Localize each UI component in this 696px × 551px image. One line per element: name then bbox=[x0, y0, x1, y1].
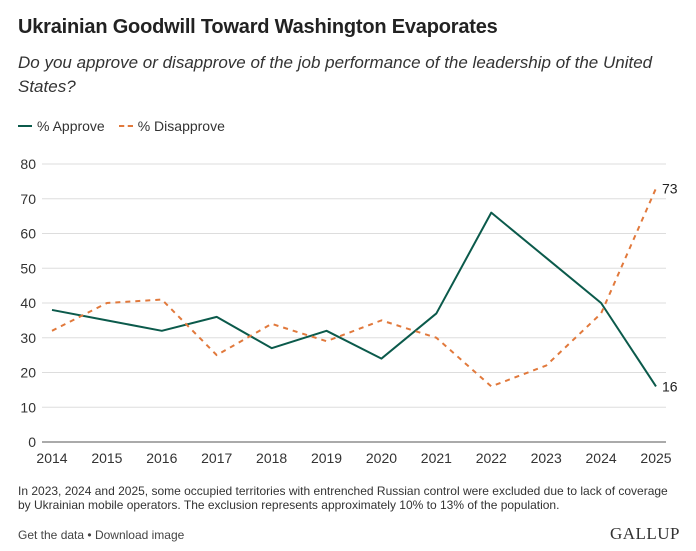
approve-end-label: 16 bbox=[662, 378, 678, 394]
x-tick-label: 2015 bbox=[91, 450, 122, 466]
x-tick-label: 2016 bbox=[146, 450, 177, 466]
y-tick-label: 10 bbox=[20, 399, 36, 415]
x-tick-label: 2018 bbox=[256, 450, 287, 466]
x-tick-label: 2025 bbox=[640, 450, 671, 466]
disapprove-end-label: 73 bbox=[662, 180, 678, 196]
x-tick-label: 2017 bbox=[201, 450, 232, 466]
get-data-link[interactable]: Get the data bbox=[18, 528, 85, 542]
footer-links: Get the data • Download image bbox=[18, 528, 184, 542]
x-tick-label: 2019 bbox=[311, 450, 342, 466]
legend-approve-label: % Approve bbox=[37, 118, 105, 134]
y-tick-label: 70 bbox=[20, 191, 36, 207]
footnote: In 2023, 2024 and 2025, some occupied te… bbox=[18, 484, 668, 512]
y-tick-label: 20 bbox=[20, 365, 36, 381]
disapprove-line bbox=[51, 187, 657, 388]
y-tick-label: 0 bbox=[28, 434, 36, 450]
approve-line bbox=[51, 211, 657, 387]
chart-title: Ukrainian Goodwill Toward Washington Eva… bbox=[18, 16, 498, 38]
chart-subtitle: Do you approve or disapprove of the job … bbox=[18, 53, 653, 96]
gallup-logo: GALLUP bbox=[609, 524, 680, 543]
legend-disapprove-swatch bbox=[118, 125, 133, 127]
legend-approve: % Approve bbox=[18, 118, 105, 134]
line-chart: 0 10 20 30 40 50 60 70 80 2014 2015 2016 2017 2018 201… bbox=[20, 156, 678, 466]
legend-approve-swatch bbox=[18, 125, 32, 127]
footer-separator: • bbox=[87, 528, 92, 542]
x-tick-label: 2020 bbox=[366, 450, 397, 466]
legend-disapprove-label: % Disapprove bbox=[137, 118, 225, 134]
x-tick-label: 2024 bbox=[586, 450, 617, 466]
chart-legend: % Approve % Disapprove bbox=[18, 118, 239, 134]
download-image-link[interactable]: Download image bbox=[94, 528, 185, 542]
x-tick-label: 2023 bbox=[531, 450, 562, 466]
y-tick-label: 30 bbox=[20, 330, 36, 346]
y-tick-label: 60 bbox=[20, 226, 36, 242]
legend-disapprove: % Disapprove bbox=[118, 118, 225, 134]
y-tick-label: 50 bbox=[20, 260, 36, 276]
y-tick-label: 40 bbox=[20, 295, 36, 311]
x-tick-label: 2014 bbox=[36, 450, 67, 466]
y-tick-label: 80 bbox=[20, 156, 36, 172]
x-tick-label: 2021 bbox=[421, 450, 452, 466]
x-tick-label: 2022 bbox=[476, 450, 507, 466]
